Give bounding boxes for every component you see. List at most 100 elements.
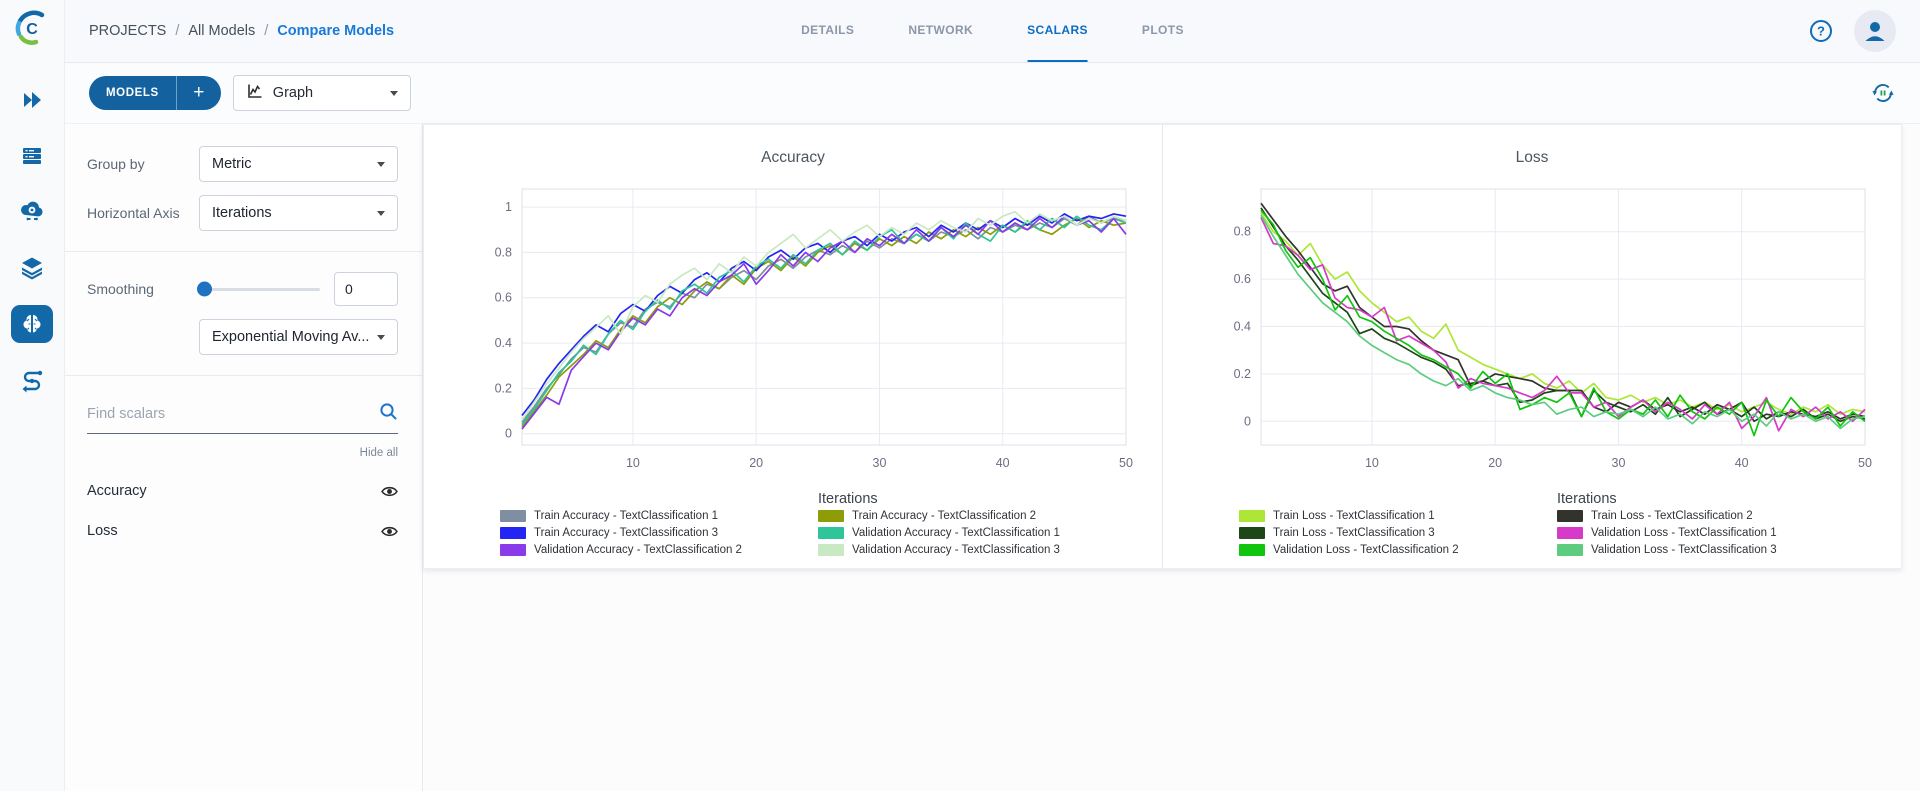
hide-all-link[interactable]: Hide all [359,447,398,459]
legend-item[interactable]: Validation Loss - TextClassification 3 [1557,544,1901,556]
models-pill: MODELS + [89,76,221,110]
legend-swatch [1557,527,1583,539]
legend-label: Validation Loss - TextClassification 3 [1591,544,1777,556]
svg-text:30: 30 [873,456,887,470]
group-by-select[interactable]: Metric [199,146,398,182]
legend-swatch [1239,527,1265,539]
legend-item[interactable]: Validation Accuracy - TextClassification… [818,544,1162,556]
breadcrumb: PROJECTS / All Models / Compare Models [89,23,394,39]
legend-label: Validation Loss - TextClassification 2 [1273,544,1459,556]
auto-refresh-icon[interactable] [1870,80,1896,106]
legend-swatch [1239,510,1265,522]
svg-text:?: ? [1817,24,1825,39]
loss-legend: Train Loss - TextClassification 1 Train L… [1163,510,1901,556]
header-right: ? [1808,10,1896,52]
legend-item[interactable]: Train Accuracy - TextClassification 1 [500,510,818,522]
pipelines-icon[interactable] [19,367,45,393]
search-input[interactable] [87,406,379,422]
workers-cloud-icon[interactable] [19,199,45,225]
chevron-down-icon [377,210,385,216]
loss-plot-holder: 0 0.2 0.4 0.6 0.8 10 20 30 40 50 [1163,175,1901,487]
datasets-layers-icon[interactable] [19,255,45,281]
loss-plot[interactable]: 0 0.2 0.4 0.6 0.8 10 20 30 40 50 [1179,175,1885,487]
chevron-down-icon [377,334,385,340]
tab-scalars[interactable]: SCALARS [1027,0,1088,62]
metric-list: Accuracy Loss [87,471,398,551]
line-chart-icon [246,82,264,104]
x-axis-title: Iterations [818,491,878,507]
models-brain-icon[interactable] [11,305,53,343]
double-chevron-right-icon[interactable] [19,87,45,113]
legend-label: Train Loss - TextClassification 2 [1591,510,1753,522]
legend-label: Train Loss - TextClassification 1 [1273,510,1435,522]
svg-text:50: 50 [1119,456,1133,470]
eye-icon[interactable] [381,525,398,538]
tab-bar: DETAILS NETWORK SCALARS PLOTS [801,0,1184,62]
group-by-value: Metric [212,156,252,172]
queues-icon[interactable] [19,143,45,169]
user-avatar[interactable] [1854,10,1896,52]
legend-label: Train Accuracy - TextClassification 3 [534,527,719,539]
svg-text:40: 40 [1735,456,1749,470]
main-column: PROJECTS / All Models / Compare Models D… [65,0,1920,791]
accuracy-plot-holder: 0 0.2 0.4 0.6 0.8 1 10 20 30 40 50 [424,175,1162,487]
smoothing-type-select[interactable]: Exponential Moving Av... [199,319,398,355]
legend-item[interactable]: Train Accuracy - TextClassification 3 [500,527,818,539]
svg-text:0.4: 0.4 [495,336,512,350]
legend-swatch [818,527,844,539]
eye-icon[interactable] [381,485,398,498]
legend-item[interactable]: Train Accuracy - TextClassification 2 [818,510,1162,522]
svg-text:30: 30 [1612,456,1626,470]
legend-label: Train Loss - TextClassification 3 [1273,527,1435,539]
scalar-search [87,402,398,434]
legend-item[interactable]: Train Loss - TextClassification 1 [1239,510,1557,522]
tab-details[interactable]: DETAILS [801,23,855,37]
legend-item[interactable]: Train Loss - TextClassification 3 [1239,527,1557,539]
help-icon[interactable]: ? [1808,18,1834,44]
clearml-logo[interactable]: C [12,8,52,53]
breadcrumb-separator: / [175,23,180,39]
legend-label: Validation Loss - TextClassification 1 [1591,527,1777,539]
svg-text:0: 0 [505,427,512,441]
compare-toolbar: MODELS + Graph [65,63,1920,124]
smoothing-slider[interactable] [197,281,320,297]
tab-network[interactable]: NETWORK [908,23,974,37]
svg-text:20: 20 [749,456,763,470]
metric-row-loss: Loss [87,511,398,551]
smoothing-value-input[interactable] [334,272,398,306]
tab-plots[interactable]: PLOTS [1141,23,1184,37]
accuracy-plot[interactable]: 0 0.2 0.4 0.6 0.8 1 10 20 30 40 50 [440,175,1146,487]
models-button[interactable]: MODELS [106,87,159,99]
svg-text:0.2: 0.2 [495,381,512,395]
smoothing-slider-thumb[interactable] [197,281,212,297]
legend-swatch [500,527,526,539]
legend-label: Validation Accuracy - TextClassification… [534,544,742,556]
search-icon[interactable] [379,402,398,426]
view-type-value: Graph [272,85,314,101]
legend-item[interactable]: Validation Loss - TextClassification 1 [1557,527,1901,539]
horizontal-axis-select[interactable]: Iterations [199,195,398,231]
chart-title: Accuracy [761,149,825,166]
svg-text:50: 50 [1858,456,1872,470]
breadcrumb-all-models[interactable]: All Models [188,23,256,39]
legend-item[interactable]: Train Loss - TextClassification 2 [1557,510,1901,522]
horizontal-axis-label: Horizontal Axis [87,205,180,221]
scalars-settings-panel: Group by Metric Horizontal Axis Iteratio… [65,124,423,791]
svg-text:0.8: 0.8 [495,245,512,259]
panel-divider [65,251,422,252]
legend-label: Train Accuracy - TextClassification 2 [852,510,1037,522]
legend-item[interactable]: Validation Loss - TextClassification 2 [1239,544,1557,556]
charts-card: Accuracy 0 0.2 0.4 0.6 0.8 1 10 20 30 40 50 Iterat… [423,124,1902,569]
legend-swatch [1557,544,1583,556]
add-model-button[interactable]: + [193,82,205,103]
legend-item[interactable]: Validation Accuracy - TextClassification… [818,527,1162,539]
breadcrumb-projects[interactable]: PROJECTS [89,23,167,39]
legend-item[interactable]: Validation Accuracy - TextClassification… [500,544,818,556]
chevron-down-icon [389,90,398,96]
smoothing-label: Smoothing [87,281,154,297]
chevron-down-icon [377,161,385,167]
svg-text:0.4: 0.4 [1234,320,1251,334]
view-type-select[interactable]: Graph [232,75,411,111]
svg-text:0: 0 [1244,414,1251,428]
